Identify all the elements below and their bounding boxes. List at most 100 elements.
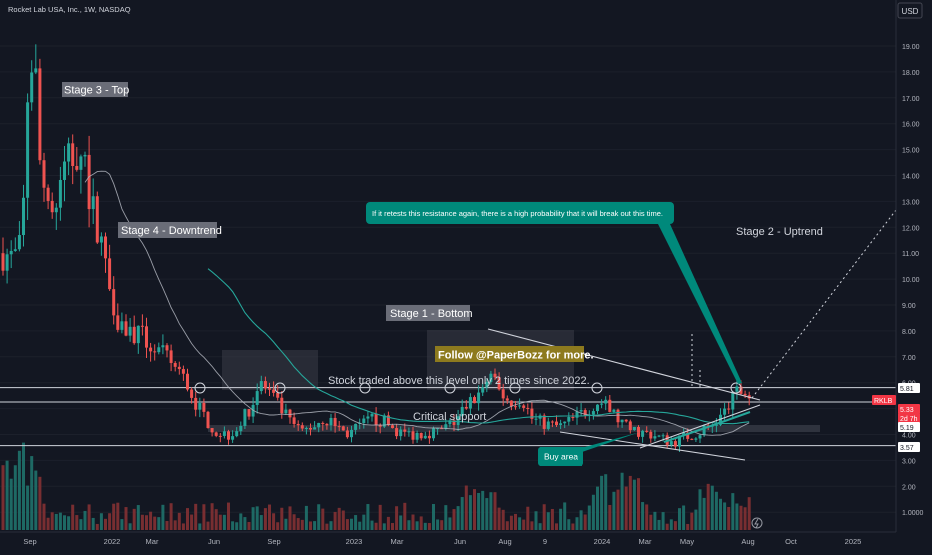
candle-body [104,236,107,259]
stage2-label[interactable]: Stage 2 - Uptrend [736,226,823,238]
critical-support-text[interactable]: Critical support [413,411,486,423]
candle-body [661,435,665,437]
candle-body [366,416,370,419]
volume-bar [104,518,107,530]
buy-area-box [538,447,583,466]
candlestick-series[interactable] [1,44,751,452]
stage3-label[interactable]: Stage 3 - Top [62,82,129,97]
price-axis[interactable]: 19.00 18.00 17.00 16.00 15.00 14.00 13.00 12.00… [902,44,924,517]
retest-callout-pointer [658,224,742,384]
resistance-touch-marker [591,382,603,394]
volume-bar [399,515,403,530]
candle-body [407,431,411,433]
price-tick-label: 10.00 [902,277,920,284]
candle-body [719,414,722,425]
traded-above-text[interactable]: Stock traded above this level only 2 tim… [328,375,590,387]
volume-bar [247,521,251,530]
volume-bar [575,517,579,530]
resistance-touch-marker [444,382,456,394]
volume-bar [440,520,444,530]
candle-body [612,409,616,412]
volume-bar [464,485,468,530]
candle-body [444,424,448,429]
volume-bar [9,478,13,530]
volume-bar [493,492,497,530]
candle-body [345,430,349,438]
volume-bar [489,492,493,530]
lightning-icon[interactable] [751,517,763,529]
volume-bar [423,522,427,530]
stage4-label-text: Stage 4 - Downtrend [121,225,222,237]
candle-body [489,373,493,383]
candle-body [452,420,456,426]
trend-drawings[interactable] [194,209,897,461]
price-tick-label: 18.00 [902,70,920,77]
candle-body [5,254,9,271]
candle-body [243,409,247,426]
stage1-label[interactable]: Stage 1 - Bottom [386,305,473,321]
volume-bar [735,503,739,530]
volume-bar [13,465,17,530]
candle-body [149,347,153,352]
candle-body [235,431,239,437]
candle-body [198,402,202,410]
volume-bar [292,514,296,530]
price-tick-label: 11.00 [902,251,919,258]
volume-bar [218,514,222,530]
candle-body [518,405,522,407]
volume-bar [727,506,731,530]
candle-body [34,68,38,73]
volume-bar [75,515,79,530]
candle-body [22,197,25,236]
volume-bar [288,506,292,530]
candle-body [468,397,472,409]
volume-bar [149,511,153,530]
volume-bar [542,504,546,530]
ma-fast-line [84,170,750,436]
candle-body [637,426,640,437]
candle-body [284,409,288,414]
price-badge-text: 3.57 [900,445,914,452]
volume-bar [395,506,399,530]
falling-resistance-trendline [487,328,761,401]
candle-body [649,431,653,439]
candle-body [304,427,308,429]
candle-body [145,326,148,348]
volume-bar [71,504,75,530]
retest-callout[interactable]: If it retests this resistance again, the… [366,202,742,384]
candle-body [67,143,71,162]
candle-body [550,421,554,423]
candle-body [210,428,214,433]
volume-bar [518,517,522,530]
candle-body [481,387,485,393]
horizontal-levels[interactable] [0,387,896,447]
candle-body [83,154,87,157]
candle-body [579,410,583,412]
stage4-label[interactable]: Stage 4 - Downtrend [118,222,222,238]
candle-body [124,321,128,336]
volume-bar [169,503,173,530]
volume-bar [124,507,128,530]
currency-label: USD [902,7,919,16]
candle-body [214,432,218,436]
buy-area-callout[interactable]: Buy area [538,432,640,466]
price-badge-bg [898,422,920,432]
volume-bar [112,503,116,530]
volume-bar [403,502,407,530]
candle-body [645,430,649,432]
volume-bar [604,474,608,530]
candle-body [567,417,571,422]
candle-body [403,429,407,432]
candle-body [132,326,136,344]
candle-body [526,407,530,409]
time-tick-label: 9 [543,537,547,546]
time-axis[interactable]: Sep 2022 Mar Jun Sep 2023 Mar Jun Aug 9 2024 Mar May… [23,537,861,546]
volume-bar [719,498,722,530]
candle-body [436,428,440,430]
follow-label[interactable]: Follow @PaperBozz for more. [435,346,594,362]
candle-body [591,411,595,415]
currency-button[interactable] [897,2,923,19]
volume-bar [120,519,124,530]
volume-bars [1,442,751,530]
